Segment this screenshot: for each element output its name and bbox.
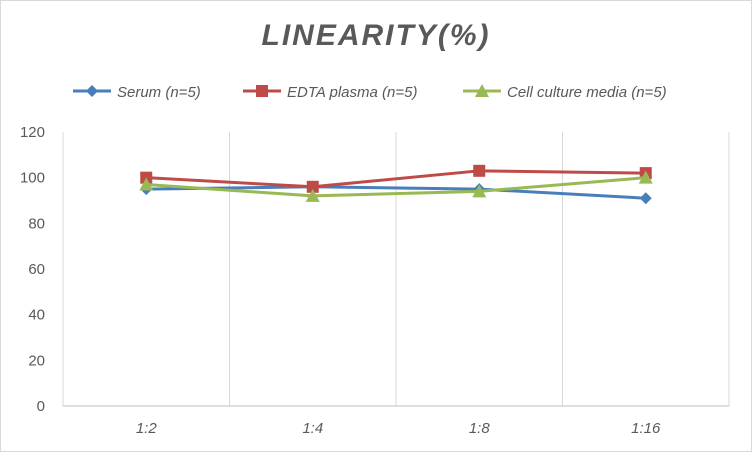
data-point: [306, 180, 319, 193]
data-point: [305, 188, 320, 202]
y-tick-label: 80: [28, 215, 45, 232]
series-line: [146, 169, 646, 189]
legend-label: Serum (n=5): [117, 84, 201, 101]
legend-label: Cell culture media (n=5): [507, 84, 667, 101]
data-point: [639, 192, 652, 205]
series-line: [146, 176, 646, 198]
x-tick-label: 1:4: [302, 420, 323, 437]
legend-marker: [475, 84, 489, 97]
legend-item: EDTA plasma (n=5): [243, 84, 417, 101]
data-point: [139, 177, 154, 191]
y-tick-label: 20: [28, 352, 45, 369]
y-tick-label: 0: [37, 398, 45, 415]
series-2: [139, 170, 653, 202]
legend-item: Cell culture media (n=5): [463, 84, 667, 101]
x-tick-label: 1:2: [136, 420, 158, 437]
y-tick-label: 100: [20, 170, 45, 187]
y-tick-label: 40: [28, 307, 45, 324]
series-line: [146, 185, 646, 200]
x-tick-label: 1:8: [469, 420, 491, 437]
series-1: [140, 164, 652, 193]
legend-marker: [256, 85, 268, 97]
data-point: [638, 170, 653, 184]
x-tick-label: 1:16: [631, 420, 661, 437]
legend-item: Serum (n=5): [73, 84, 201, 101]
legend-marker: [86, 85, 98, 97]
legend-label: EDTA plasma (n=5): [287, 84, 417, 101]
y-tick-label: 60: [28, 261, 45, 278]
chart-title: LINEARITY(%): [261, 19, 491, 52]
data-point: [473, 164, 486, 177]
y-tick-label: 120: [20, 124, 45, 141]
data-point: [472, 184, 487, 198]
